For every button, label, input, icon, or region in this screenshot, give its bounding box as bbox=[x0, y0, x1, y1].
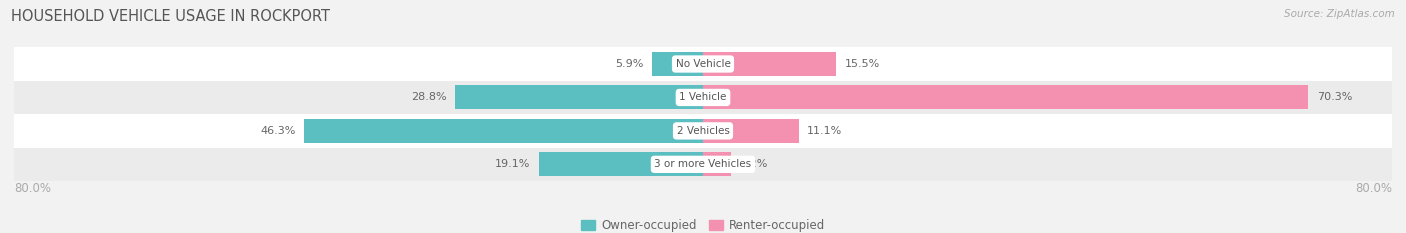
FancyBboxPatch shape bbox=[14, 148, 1392, 181]
Bar bbox=[652, 52, 703, 76]
Bar bbox=[703, 86, 1309, 110]
Text: 19.1%: 19.1% bbox=[495, 159, 530, 169]
Bar bbox=[703, 119, 799, 143]
Bar bbox=[538, 152, 703, 176]
Text: No Vehicle: No Vehicle bbox=[675, 59, 731, 69]
Bar bbox=[703, 152, 731, 176]
Bar bbox=[703, 52, 837, 76]
Text: 2 Vehicles: 2 Vehicles bbox=[676, 126, 730, 136]
FancyBboxPatch shape bbox=[14, 114, 1392, 148]
Text: 70.3%: 70.3% bbox=[1317, 93, 1353, 103]
FancyBboxPatch shape bbox=[14, 47, 1392, 81]
Text: 80.0%: 80.0% bbox=[1355, 182, 1392, 195]
Legend: Owner-occupied, Renter-occupied: Owner-occupied, Renter-occupied bbox=[576, 214, 830, 233]
Text: 28.8%: 28.8% bbox=[411, 93, 446, 103]
Text: 3.2%: 3.2% bbox=[740, 159, 768, 169]
Text: 3 or more Vehicles: 3 or more Vehicles bbox=[654, 159, 752, 169]
Text: 1 Vehicle: 1 Vehicle bbox=[679, 93, 727, 103]
Text: 46.3%: 46.3% bbox=[260, 126, 295, 136]
Text: Source: ZipAtlas.com: Source: ZipAtlas.com bbox=[1284, 9, 1395, 19]
Text: 5.9%: 5.9% bbox=[616, 59, 644, 69]
Bar bbox=[456, 86, 703, 110]
FancyBboxPatch shape bbox=[14, 81, 1392, 114]
Bar bbox=[304, 119, 703, 143]
Text: 80.0%: 80.0% bbox=[14, 182, 51, 195]
Text: HOUSEHOLD VEHICLE USAGE IN ROCKPORT: HOUSEHOLD VEHICLE USAGE IN ROCKPORT bbox=[11, 9, 330, 24]
Text: 15.5%: 15.5% bbox=[845, 59, 880, 69]
Text: 11.1%: 11.1% bbox=[807, 126, 842, 136]
